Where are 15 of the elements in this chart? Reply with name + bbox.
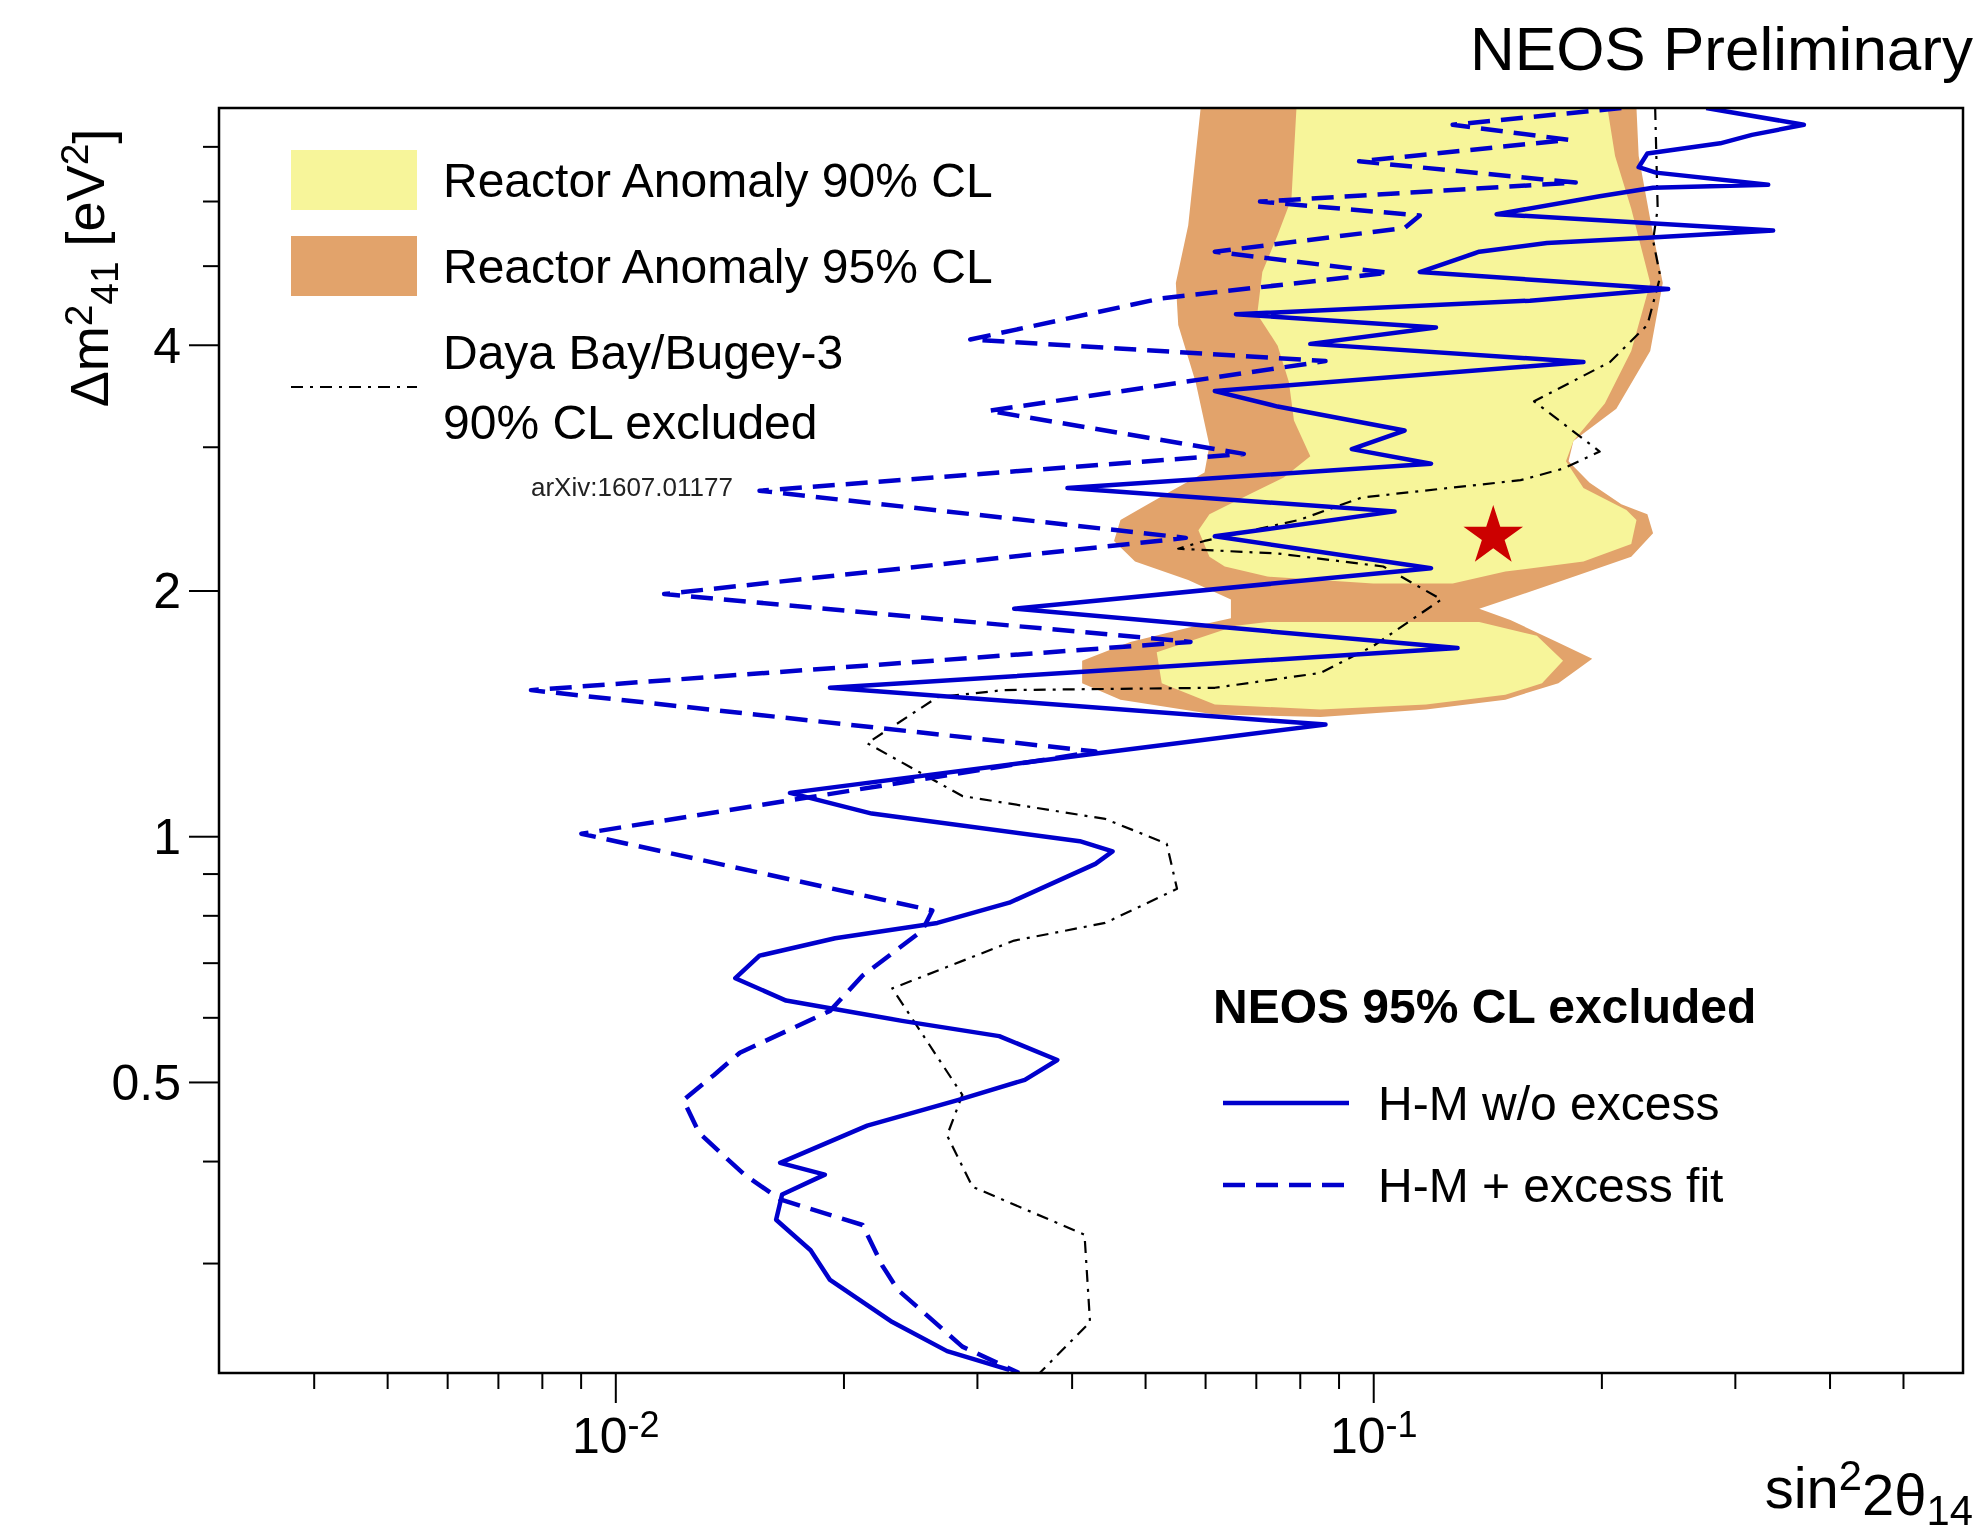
- legend-label: H-M w/o excess: [1378, 1077, 1720, 1130]
- chart-title: NEOS Preliminary: [1470, 14, 1973, 83]
- y-tick-label: 2: [153, 563, 181, 620]
- legend-label: Reactor Anomaly 90% CL: [443, 154, 993, 207]
- y-tick-label: 1: [153, 809, 181, 866]
- legend-label: Reactor Anomaly 95% CL: [443, 240, 993, 293]
- x-tick-label: 10$^{-2}$: [571, 1404, 660, 1464]
- annotation: arXiv:1607.01177: [531, 472, 733, 502]
- x-axis-title: sin$^{2}$2θ$_{14}$: [1764, 1452, 1973, 1535]
- y-tick-label: 0.5: [111, 1054, 181, 1111]
- legend-label: Daya Bay/Bugey-3 90% CL excluded: [443, 326, 844, 449]
- legend-title: NEOS 95% CL excluded: [1213, 980, 1757, 1033]
- legend-label: H-M + excess fit: [1378, 1159, 1724, 1212]
- x-tick-label: 10$^{-1}$: [1329, 1404, 1418, 1464]
- y-tick-label: 4: [153, 317, 181, 374]
